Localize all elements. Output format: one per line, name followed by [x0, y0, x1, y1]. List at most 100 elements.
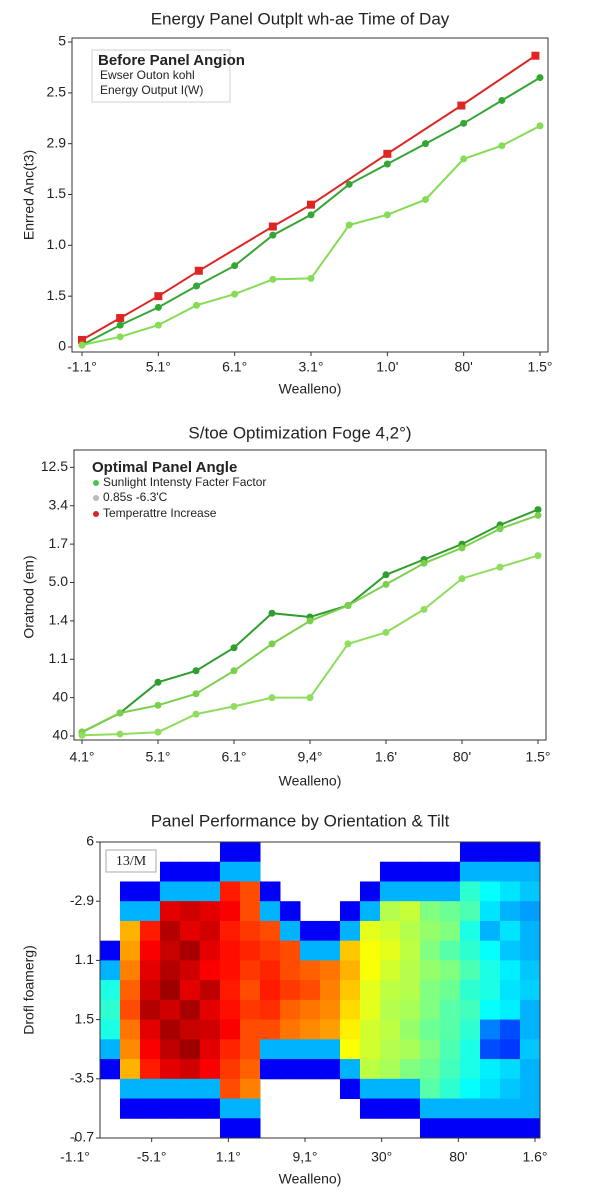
heatmap-cell — [120, 1039, 141, 1060]
heatmap-cell — [240, 1039, 261, 1060]
data-point — [154, 292, 163, 301]
heatmap-cell — [480, 1019, 501, 1040]
heatmap-cell — [140, 1078, 161, 1100]
heatmap-cell — [380, 960, 401, 981]
heatmap-cell — [240, 881, 261, 902]
data-point — [193, 282, 200, 290]
data-point — [420, 605, 428, 613]
y-tick-label: 6 — [86, 833, 94, 849]
heatmap-cell — [220, 940, 241, 961]
heatmap-cell — [220, 842, 241, 863]
heatmap-cell — [380, 861, 401, 882]
heatmap-cell — [280, 940, 301, 961]
heatmap-cell — [300, 1039, 321, 1060]
heatmap-cell — [360, 980, 381, 1001]
x-tick-label: 1.6' — [375, 749, 397, 765]
heatmap-cell — [400, 901, 421, 922]
y-tick-label: 40 — [52, 688, 68, 704]
heatmap-cell — [440, 920, 461, 942]
x-tick-label: 1.6° — [522, 1149, 547, 1165]
data-point — [345, 180, 353, 188]
heatmap-cell — [400, 1019, 421, 1040]
heatmap-cell — [220, 980, 241, 1001]
x-tick-label: 6.1° — [222, 359, 247, 375]
heatmap-cell — [520, 1078, 541, 1100]
heatmap-cell — [440, 1019, 461, 1040]
y-tick-label: -3.5 — [70, 1070, 94, 1086]
heatmap-cell — [460, 1059, 481, 1080]
data-point — [194, 266, 203, 275]
heatmap-cell — [380, 901, 401, 922]
heatmap-cell — [400, 861, 421, 882]
data-point — [382, 628, 390, 636]
heatmap-cell — [500, 901, 521, 922]
heatmap-cell — [320, 1019, 341, 1040]
x-tick-label: 9,1° — [292, 1149, 317, 1165]
heatmap-cell — [280, 980, 301, 1001]
heatmap-cell — [360, 1059, 381, 1080]
heatmap-cell — [280, 920, 301, 942]
data-point — [382, 580, 390, 588]
data-point — [78, 341, 86, 349]
heatmap-cell — [240, 861, 261, 882]
heatmap-cell — [120, 901, 141, 922]
x-tick-label: 80' — [455, 359, 473, 375]
heatmap-cell — [440, 861, 461, 882]
heatmap-cell — [460, 901, 481, 922]
heatmap-cell — [340, 901, 361, 922]
heatmap-cell — [220, 1098, 241, 1119]
y-tick-label: -2.9 — [70, 892, 94, 908]
heatmap-cell — [260, 940, 281, 961]
heatmap-cell — [180, 1098, 201, 1119]
heatmap-cell — [520, 881, 541, 902]
heatmap-cell — [300, 920, 321, 942]
chart-title: Panel Performance by Orientation & Tilt — [151, 811, 450, 830]
heatmap-cell — [400, 1078, 421, 1100]
heatmap-cell — [340, 1039, 361, 1060]
heatmap-cell — [520, 999, 541, 1021]
data-point — [116, 314, 125, 323]
legend-item: Sunlight Intensty Facter Factor — [103, 475, 266, 489]
heatmap-cell — [420, 901, 441, 922]
data-point — [268, 222, 277, 231]
heatmap-cell — [220, 920, 241, 942]
heatmap-cell — [160, 1078, 181, 1100]
heatmap-cell — [360, 1078, 381, 1100]
y-tick-label: 5.0 — [49, 573, 69, 589]
heatmap-cell — [420, 1039, 441, 1060]
data-point — [422, 196, 429, 204]
heatmap-cell — [120, 1078, 141, 1100]
heatmap-cell — [460, 842, 481, 863]
data-point — [383, 149, 392, 158]
plot-frame — [99, 841, 541, 1139]
heatmap-cell — [500, 1098, 521, 1119]
heatmap-cell — [140, 920, 161, 942]
heatmap-cell — [360, 1019, 381, 1040]
data-point — [498, 142, 506, 150]
heatmap-cell — [320, 920, 341, 942]
heatmap-cell — [420, 881, 441, 902]
heatmap-cell — [440, 881, 461, 902]
heatmap-cell — [520, 980, 541, 1001]
series-line — [81, 76, 541, 346]
heatmap-cell — [380, 980, 401, 1001]
heatmap-cell — [420, 1098, 441, 1119]
heatmap-cell — [400, 999, 421, 1021]
heatmap-cell — [340, 1078, 361, 1100]
heatmap-cell — [320, 1059, 341, 1080]
heatmap-cell — [160, 1039, 181, 1060]
legend-item: Energy Output I(W) — [100, 83, 203, 97]
data-point — [231, 290, 239, 298]
heatmap-cell — [480, 999, 501, 1021]
heatmap-cell — [160, 881, 181, 902]
heatmap-cell — [520, 1019, 541, 1040]
heatmap-cell — [180, 980, 201, 1001]
heatmap-cell — [120, 1098, 141, 1119]
heatmap-cell — [340, 1059, 361, 1080]
heatmap-cell — [500, 980, 521, 1001]
x-axis-label: Wealleno) — [279, 381, 342, 397]
heatmap-cell — [180, 881, 201, 902]
legend-box — [91, 49, 231, 103]
heatmap-cell — [240, 920, 261, 942]
data-point — [192, 710, 200, 718]
